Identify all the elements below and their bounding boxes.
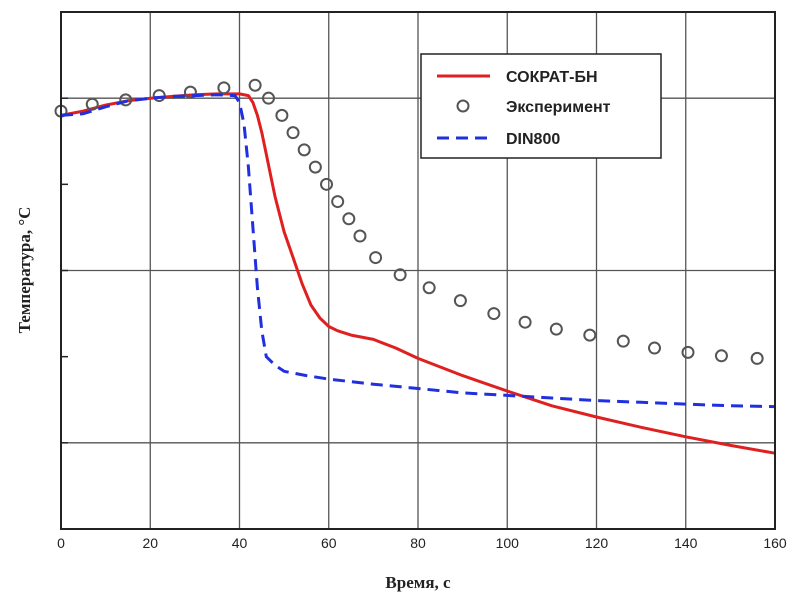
experiment-point-22 [549,322,563,336]
experiment-point-18 [422,281,436,295]
experiment-point-27 [714,349,728,363]
experiment-point-24 [616,334,630,348]
experiment-point-20 [487,307,501,321]
x-tick-label-7: 140 [674,535,698,551]
x-tick-label-5: 100 [496,535,520,551]
legend-label-experiment: Эксперимент [506,99,611,116]
experiment-point-8 [275,108,289,122]
experiment-point-11 [308,160,322,174]
experiment-point-28 [750,351,764,365]
experiment-point-17 [393,268,407,282]
legend-label-din800: DIN800 [506,131,560,148]
experiment-point-15 [353,229,367,243]
x-tick-labels: 0 20 40 60 80 100 120 140 160 [57,535,787,551]
legend-label-sokrat: СОКРАТ-БН [506,69,598,86]
x-tick-label-6: 120 [585,535,609,551]
x-tick-label-4: 80 [410,535,426,551]
series-line-din800 [60,93,776,409]
x-tick-label-3: 60 [321,535,337,551]
experiment-point-9 [286,126,300,140]
experiment-point-7 [262,91,276,105]
y-axis-title: Температура, °C [15,207,34,334]
experiment-point-4 [183,85,197,99]
x-tick-label-0: 0 [57,535,65,551]
x-tick-label-2: 40 [232,535,248,551]
experiment-point-10 [297,143,311,157]
experiment-point-2 [119,93,133,107]
series-layer [54,78,776,455]
experiment-point-13 [331,195,345,209]
experiment-point-26 [681,345,695,359]
x-tick-label-1: 20 [142,535,158,551]
experiment-point-21 [518,315,532,329]
experiment-point-23 [583,328,597,342]
y-tick-marks [61,97,68,444]
experiment-point-16 [369,251,383,265]
experiment-point-1 [85,97,99,111]
experiment-point-25 [648,341,662,355]
experiment-point-19 [453,294,467,308]
experiment-point-6 [248,78,262,92]
experiment-point-12 [320,177,334,191]
experiment-point-14 [342,212,356,226]
legend: СОКРАТ-БН Эксперимент DIN800 [420,53,662,159]
legend-box [420,53,662,159]
experiment-point-5 [217,81,231,95]
series-line-sokrat [60,92,776,455]
x-axis-title: Время, с [385,573,451,592]
x-tick-label-8: 160 [763,535,787,551]
plot-frame [60,11,776,530]
legend-marker-experiment [456,99,470,113]
